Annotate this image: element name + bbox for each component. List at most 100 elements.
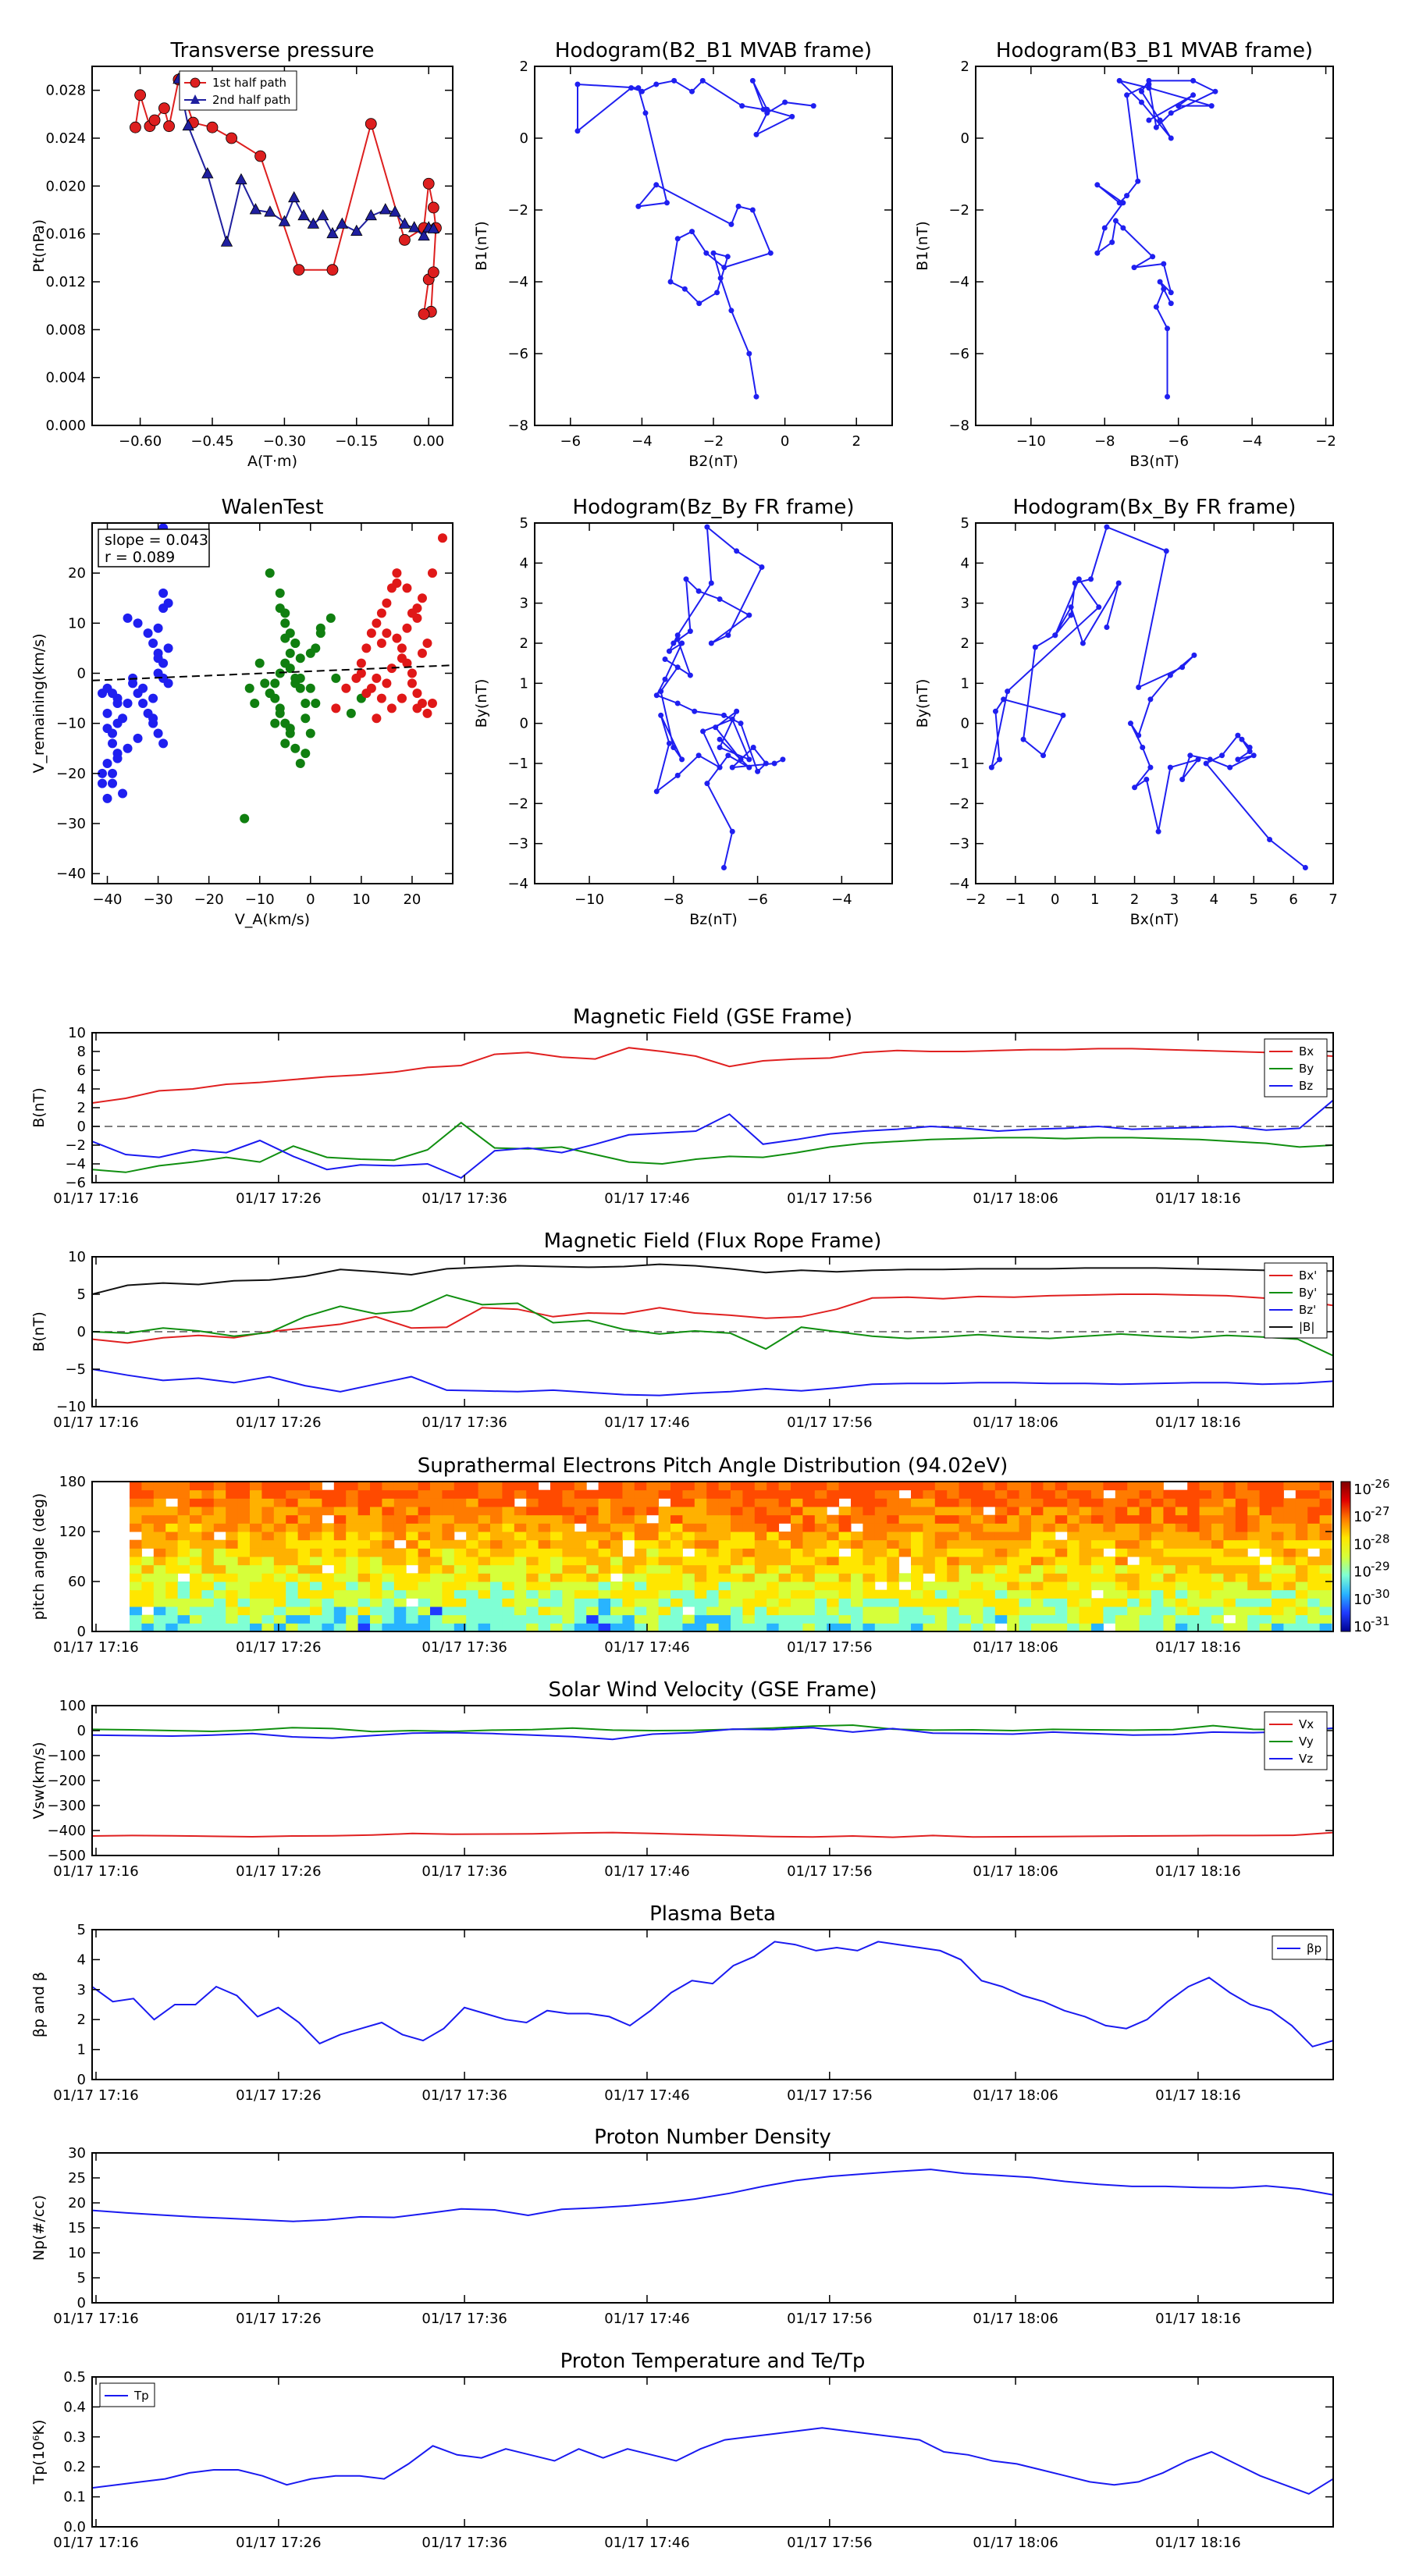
heatmap-cell [406,1498,419,1507]
heatmap-cell [838,1523,852,1532]
heatmap-cell [1163,1564,1176,1574]
x-tick-label: 01/17 17:56 [787,2535,872,2551]
data-point [1176,103,1182,109]
heatmap-cell [1247,1507,1261,1516]
heatmap-cell [213,1614,226,1624]
heatmap-cell [767,1598,780,1607]
heatmap-cell [1091,1573,1104,1582]
heatmap-cell [838,1606,852,1616]
y-tick-label: 0.004 [45,370,86,386]
heatmap-cell [393,1523,407,1532]
heatmap-cell [1151,1523,1164,1532]
heatmap-cell [237,1614,251,1624]
heatmap-cell [1283,1498,1297,1507]
heatmap-cell [393,1623,407,1632]
heatmap-cell [586,1532,599,1541]
heatmap-cell [357,1582,371,1591]
heatmap-cell [934,1557,948,1566]
heatmap-cell [1055,1573,1068,1582]
heatmap-cell [670,1582,683,1591]
heatmap-cell [1139,1539,1152,1549]
y-tick-label: 180 [59,1474,86,1490]
heatmap-cell [658,1598,671,1607]
data-point [692,708,698,714]
heatmap-cell [682,1489,695,1499]
heatmap-cell [923,1623,936,1632]
heatmap-cell [442,1498,455,1507]
heatmap-cell [1319,1589,1332,1599]
y-tick-label: 0.016 [45,226,86,243]
heatmap-cell [1247,1514,1261,1524]
data-point [1167,764,1173,770]
heatmap-cell [838,1489,852,1499]
data-point [418,229,430,241]
y-tick-label: −300 [48,1798,86,1814]
data-point [1135,178,1141,184]
heatmap-cell [1295,1523,1308,1532]
heatmap-cell [1079,1489,1092,1499]
heatmap-cell [213,1557,226,1566]
heatmap-cell [466,1564,479,1574]
heatmap-cell [682,1598,695,1607]
heatmap-cell [141,1564,155,1574]
heatmap-cell [959,1539,972,1549]
heatmap-cell [1139,1589,1152,1599]
heatmap-cell [610,1532,623,1541]
heatmap-cell [1283,1539,1297,1549]
heatmap-cell [430,1598,443,1607]
heatmap-cell [634,1623,647,1632]
heatmap-cell [1319,1523,1332,1532]
heatmap-cell [874,1623,887,1632]
x-tick-label: 0 [781,433,789,450]
heatmap-cell [814,1482,827,1491]
heatmap-cell [1007,1573,1020,1582]
data-point [1140,744,1146,750]
heatmap-cell [1235,1532,1248,1541]
data-point [714,290,720,296]
data-point [1302,864,1308,870]
heatmap-cell [1175,1582,1188,1591]
data-point [1153,304,1159,310]
heatmap-cell [286,1557,299,1566]
y-tick-label: 5 [961,515,969,532]
heatmap-cell [286,1598,299,1607]
heatmap-cell [1103,1482,1116,1491]
heatmap-cell [490,1498,503,1507]
data-point [704,524,710,530]
x-tick-label: 7 [1329,891,1337,908]
heatmap-cell [237,1539,251,1549]
x-tick-label: 01/17 17:56 [787,1190,872,1207]
heatmap-cell [418,1582,431,1591]
x-tick-label: −0.15 [335,433,378,450]
heatmap-cell [538,1589,551,1599]
heatmap-cell [851,1623,863,1632]
heatmap-cell [923,1514,936,1524]
data-point [1227,764,1233,770]
heatmap-cell [1127,1539,1140,1549]
heatmap-cell [670,1606,683,1616]
y-tick-label: 4 [77,1081,86,1098]
heatmap-cell [706,1614,720,1624]
heatmap-cell [1055,1623,1068,1632]
heatmap-cell [634,1589,647,1599]
heatmap-cell [718,1598,731,1607]
heatmap-cell [646,1557,660,1566]
heatmap-cell [514,1482,527,1491]
heatmap-cell [370,1564,382,1574]
data-point [280,608,290,618]
heatmap-cell [718,1606,731,1616]
heatmap-cell [767,1498,780,1507]
heatmap-cell [201,1507,215,1516]
heatmap-cell [478,1498,491,1507]
heatmap-cell [586,1614,599,1624]
heatmap-cell [1163,1523,1176,1532]
heatmap-cell [658,1614,671,1624]
heatmap-cell [442,1514,455,1524]
heatmap-cell [574,1582,587,1591]
heatmap-cell [1031,1573,1044,1582]
heatmap-cell [1247,1598,1261,1607]
heatmap-cell [598,1564,611,1574]
heatmap-cell [1091,1564,1104,1574]
heatmap-cell [213,1498,226,1507]
heatmap-cell [1223,1532,1236,1541]
